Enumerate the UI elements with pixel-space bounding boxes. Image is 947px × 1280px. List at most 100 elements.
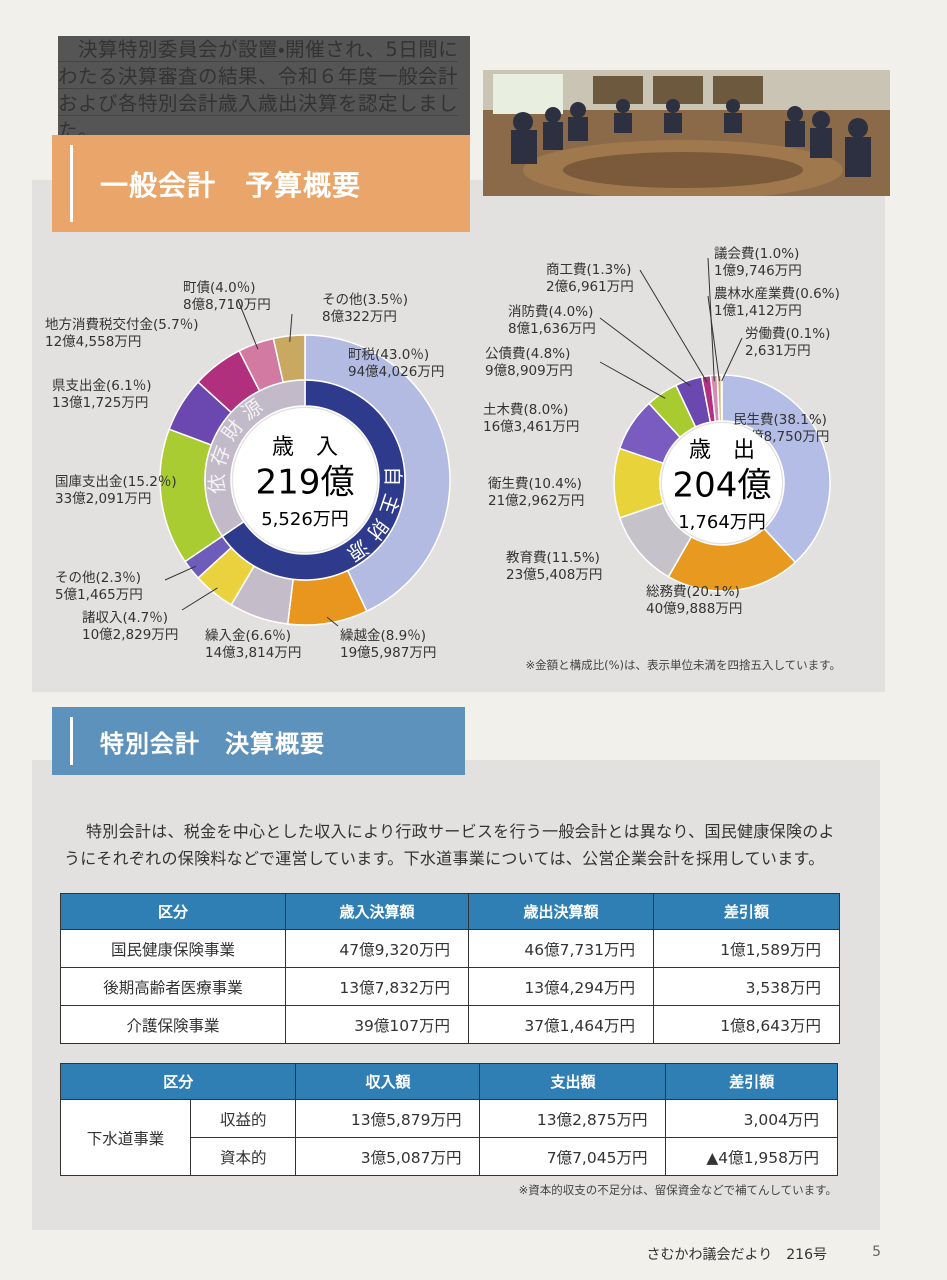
note: ※資本的収支の不足分は、留保資金などで補てんしています。 [518, 1183, 837, 1197]
slice-label: 県支出金(6.1％) [52, 378, 152, 394]
value-label: (4.0％) [210, 280, 256, 296]
value-label: (8.9％) [381, 628, 427, 644]
amount-label: 14億3,814万円 [205, 645, 301, 661]
leader-line [181, 587, 218, 611]
value-label: (11.5%) [547, 550, 600, 566]
header-cell: 歳出決算額 [468, 893, 654, 930]
category-name: 諸収入 [82, 610, 123, 626]
amount-label: 19億5,987万円 [340, 645, 436, 661]
category-name: 公債費 [485, 346, 526, 362]
cell: ▲4億1,958万円 [665, 1137, 838, 1176]
center-disc [662, 423, 782, 543]
slice-label: 議会費(1.0%) [714, 245, 799, 262]
pie-slice [721, 374, 831, 564]
slice-label: 総務費(20.1%) [646, 584, 740, 600]
value-label: (1.3%) [587, 262, 632, 278]
slice-label: 公債費(4.8%) [485, 346, 570, 362]
leader-line [639, 269, 708, 383]
category-name: 総務費 [646, 584, 687, 600]
cell: 7億7,045万円 [479, 1137, 667, 1176]
category-name: 農林水産業費 [714, 286, 795, 302]
amount-label: 1億1,412万円 [714, 303, 802, 319]
amount-label: 40億9,888万円 [646, 601, 742, 617]
category-name: 議会費 [714, 245, 755, 262]
category-name: 繰越金 [340, 628, 381, 644]
amount-label: 12億4,558万円 [45, 334, 141, 350]
category-name: 教育費 [506, 550, 547, 566]
header-cell: 差引額 [665, 1063, 838, 1100]
leader-line [326, 616, 339, 627]
category-name: 地方消費税交付金 [45, 317, 153, 333]
center-label: 歳 入 [272, 435, 338, 460]
center-sub: 5,526万円 [261, 509, 349, 530]
slice-label: 消防費(4.0%) [508, 304, 593, 320]
cell: 下水道事業 [60, 1099, 191, 1176]
slice-label: 民生費(38.1%) [733, 412, 827, 428]
cell: 13億7,832万円 [285, 967, 469, 1006]
photo [483, 70, 890, 196]
cell: 3億5,087万円 [295, 1137, 481, 1176]
center-sub: 1,764万円 [678, 512, 766, 533]
slice-label: 土木費(8.0%) [483, 402, 568, 418]
slice-label: 農林水産業費(0.6%) [714, 286, 840, 302]
category-name: 消防費 [508, 304, 549, 320]
amount-label: 5億1,465万円 [55, 587, 143, 603]
cell: 国民健康保険事業 [60, 929, 286, 968]
category-name: 民生費 [733, 412, 774, 428]
amount-label: 8億1,636万円 [508, 321, 596, 337]
cell: 1億8,643万円 [653, 1005, 840, 1044]
leader-line [599, 317, 691, 387]
table: 区分 歳入決算額 歳出決算額 差引額 国民健康保険事業 47億9,320万円 46億7,7… [60, 893, 840, 1044]
slice-label: 国庫支出金(15.2％) [55, 474, 177, 490]
slice-label: 商工費(1.3%) [546, 262, 631, 278]
cell: 13億4,294万円 [468, 967, 654, 1006]
cell: 47億9,320万円 [285, 929, 469, 968]
leader-line [599, 361, 666, 399]
slice-label: 衛生費(10.4%) [488, 476, 582, 492]
footer-publication: さむかわ議会だより 216号 [646, 1247, 827, 1263]
cell: 13億2,875万円 [479, 1099, 667, 1138]
center-total: 204億 [673, 466, 772, 506]
slice-label: 町税(43.0％) [348, 347, 429, 363]
cell: 1億1,589万円 [653, 929, 840, 968]
intro: 決算特別委員会が設置・開催され、5日間にわたる決算審査の結果、令和６年度一般会計… [58, 38, 459, 143]
cell: 39億107万円 [285, 1005, 469, 1044]
value-label: (4.8%) [526, 346, 571, 362]
section-title: 特別会計 決算概要 [100, 729, 325, 758]
cell: 46億7,731万円 [468, 929, 654, 968]
amount-label: 94億4,026万円 [348, 364, 444, 380]
value-label: (3.5％) [363, 292, 409, 308]
amount-label: 21億2,962万円 [488, 493, 584, 509]
cell: 収益的 [189, 1099, 297, 1138]
value-label: (0.6%) [795, 286, 840, 302]
center-total: 219億 [256, 463, 355, 503]
leader-line [237, 299, 259, 350]
header-cell: 収入額 [295, 1063, 481, 1100]
cell: 資本的 [189, 1137, 297, 1176]
table: 区分 収入額 支出額 差引額 下水道事業 収益的 13億5,879万円 13億2,875万円… [59, 1063, 838, 1176]
header-cell: 差引額 [653, 893, 840, 930]
slice-label: 町債(4.0％) [183, 280, 256, 296]
leader-line [721, 337, 743, 382]
amount-label: 8億322万円 [322, 309, 397, 325]
center-disc [233, 408, 377, 552]
slice-label: 繰越金(8.9％) [340, 628, 426, 644]
cell: 13億5,879万円 [295, 1099, 481, 1138]
slice-label: その他(2.3％) [55, 570, 141, 586]
category-name: その他 [322, 292, 363, 308]
slice-label: 諸収入(4.7％) [82, 610, 168, 626]
category-name: 町税 [348, 347, 375, 363]
slice-label: 労働費(0.1%) [745, 326, 830, 342]
value-label: (4.7％) [123, 610, 169, 626]
slice-label: 教育費(11.5%) [506, 550, 600, 566]
header-cell: 支出額 [479, 1063, 667, 1100]
cell: 後期高齢者医療事業 [60, 967, 286, 1006]
amount-label: 9億8,909万円 [485, 363, 573, 379]
value-label: (38.1%) [774, 412, 827, 428]
page-number: 5 [872, 1244, 881, 1260]
header-cell: 歳入決算額 [285, 893, 469, 930]
value-label: (2.3％) [96, 570, 142, 586]
value-label: (1.0%) [755, 246, 800, 262]
amount-label: 2億6,961万円 [546, 279, 634, 295]
